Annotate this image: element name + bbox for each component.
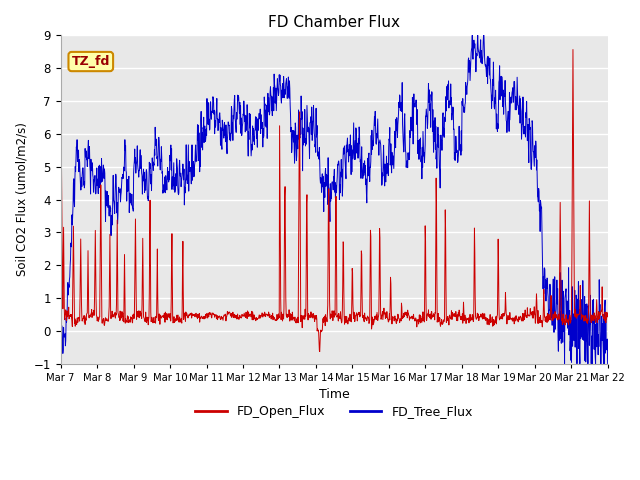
FD_Open_Flux — [122, 320, 129, 326]
FD_Tree_Flux — [57, 329, 65, 335]
FD_Tree_Flux — [122, 147, 129, 153]
FD_Tree_Flux — [310, 122, 317, 128]
FD_Tree_Flux — [368, 127, 376, 133]
FD_Open_Flux — [604, 312, 611, 317]
FD_Tree_Flux — [561, 361, 568, 367]
FD_Open_Flux — [99, 317, 107, 323]
FD_Tree_Flux — [99, 168, 107, 173]
FD_Open_Flux — [569, 47, 577, 52]
Y-axis label: Soil CO2 Flux (umol/m2/s): Soil CO2 Flux (umol/m2/s) — [15, 122, 28, 276]
FD_Open_Flux — [310, 312, 317, 318]
Line: FD_Open_Flux: FD_Open_Flux — [61, 49, 607, 351]
FD_Open_Flux — [316, 348, 324, 354]
Line: FD_Tree_Flux: FD_Tree_Flux — [61, 36, 607, 364]
FD_Open_Flux — [300, 315, 308, 321]
FD_Open_Flux — [369, 314, 376, 320]
Text: TZ_fd: TZ_fd — [72, 55, 110, 68]
FD_Tree_Flux — [468, 33, 476, 38]
Legend: FD_Open_Flux, FD_Tree_Flux: FD_Open_Flux, FD_Tree_Flux — [191, 400, 478, 423]
FD_Tree_Flux — [604, 361, 611, 367]
FD_Open_Flux — [289, 314, 296, 320]
FD_Tree_Flux — [300, 132, 308, 138]
X-axis label: Time: Time — [319, 388, 349, 401]
FD_Tree_Flux — [289, 128, 296, 133]
Title: FD Chamber Flux: FD Chamber Flux — [268, 15, 400, 30]
FD_Open_Flux — [57, 237, 65, 243]
